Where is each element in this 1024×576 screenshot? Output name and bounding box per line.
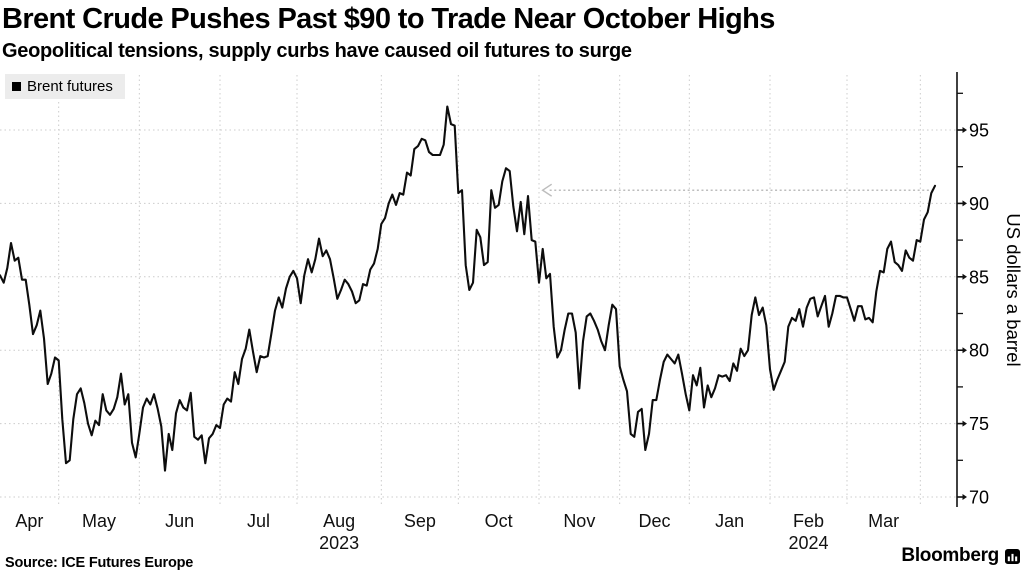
svg-text:Nov: Nov [563, 511, 595, 531]
svg-text:90: 90 [969, 194, 989, 214]
chart-title: Brent Crude Pushes Past $90 to Trade Nea… [2, 3, 775, 35]
chart-header: Brent Crude Pushes Past $90 to Trade Nea… [2, 0, 1012, 63]
svg-text:May: May [82, 511, 116, 531]
bloomberg-logo: Bloomberg [901, 545, 1020, 567]
svg-text:Jul: Jul [247, 511, 270, 531]
svg-text:Mar: Mar [868, 511, 899, 531]
annotation-arrow [541, 183, 932, 197]
bloomberg-terminal-icon [1005, 548, 1020, 564]
gridlines [0, 75, 957, 507]
svg-text:US dollars a barrel: US dollars a barrel [1003, 213, 1024, 366]
price-line [0, 105, 937, 472]
svg-text:2024: 2024 [788, 533, 828, 553]
legend-swatch-icon [12, 82, 21, 91]
chart-subtitle: Geopolitical tensions, supply curbs have… [2, 39, 632, 62]
source-note: Source: ICE Futures Europe [5, 555, 194, 571]
svg-text:85: 85 [969, 267, 989, 287]
svg-text:Apr: Apr [15, 511, 43, 531]
svg-text:75: 75 [969, 414, 989, 434]
legend: Brent futures [5, 74, 125, 99]
y-axis: 70 75 80 85 90 95 US dollars a barrel [956, 72, 1024, 508]
svg-text:2023: 2023 [319, 533, 359, 553]
bloomberg-wordmark: Bloomberg [901, 545, 999, 566]
svg-text:Aug: Aug [323, 511, 355, 531]
svg-text:Dec: Dec [638, 511, 670, 531]
svg-text:Jan: Jan [715, 511, 744, 531]
svg-text:70: 70 [969, 488, 989, 508]
svg-text:Oct: Oct [485, 511, 513, 531]
svg-text:Sep: Sep [404, 511, 436, 531]
svg-text:80: 80 [969, 341, 989, 361]
svg-text:95: 95 [969, 121, 989, 141]
svg-text:Jun: Jun [165, 511, 194, 531]
svg-text:Feb: Feb [793, 511, 824, 531]
legend-label: Brent futures [27, 78, 113, 95]
